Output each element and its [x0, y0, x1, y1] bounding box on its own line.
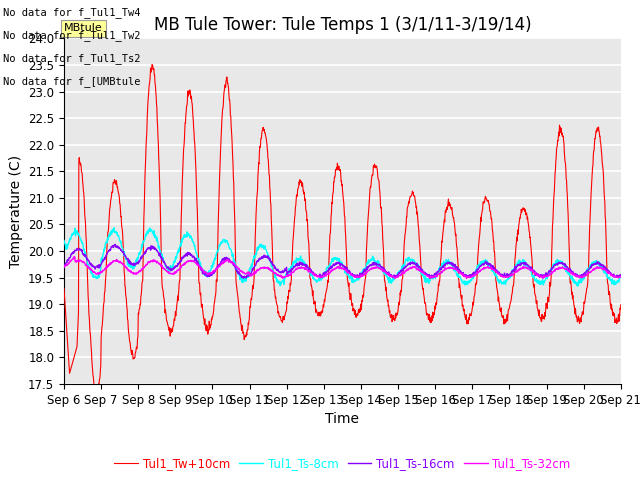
Tul1_Ts-32cm [104, 264, 111, 269]
Tul1_Ts-32cm [308, 270, 316, 276]
Tul1_Ts-32cm [617, 274, 625, 279]
Tul1_Ts-8cm [378, 265, 385, 271]
Y-axis label: Temperature (C): Temperature (C) [8, 155, 22, 268]
Tul1_Ts-8cm [110, 225, 118, 230]
Text: No data for f_[UMBtule: No data for f_[UMBtule [3, 76, 141, 87]
Text: No data for f_Tul1_Tw4: No data for f_Tul1_Tw4 [3, 7, 141, 18]
Tul1_Tw+10cm [297, 179, 305, 184]
Tul1_Ts-8cm [617, 272, 625, 277]
Tul1_Ts-32cm [318, 275, 326, 280]
Tul1_Ts-32cm [70, 254, 78, 260]
Tul1_Tw+10cm [319, 309, 326, 315]
Tul1_Tw+10cm [308, 293, 316, 299]
Tul1_Ts-32cm [126, 269, 134, 275]
Title: MB Tule Tower: Tule Temps 1 (3/1/11-3/19/14): MB Tule Tower: Tule Temps 1 (3/1/11-3/19… [154, 16, 531, 34]
Tul1_Tw+10cm [617, 302, 625, 308]
Tul1_Ts-16cm [239, 276, 247, 281]
Line: Tul1_Ts-32cm: Tul1_Ts-32cm [64, 257, 621, 278]
Line: Tul1_Ts-8cm: Tul1_Ts-8cm [64, 228, 621, 286]
Tul1_Ts-32cm [426, 276, 434, 281]
Tul1_Ts-16cm [60, 263, 68, 268]
Tul1_Ts-8cm [126, 264, 134, 269]
Tul1_Ts-16cm [297, 261, 305, 266]
Tul1_Tw+10cm [92, 393, 100, 399]
Tul1_Ts-8cm [103, 240, 111, 246]
Tul1_Ts-16cm [126, 259, 134, 264]
X-axis label: Time: Time [325, 412, 360, 426]
Tul1_Tw+10cm [378, 211, 385, 217]
Tul1_Ts-16cm [308, 269, 316, 275]
Tul1_Ts-16cm [378, 265, 385, 271]
Tul1_Ts-32cm [60, 264, 68, 270]
Tul1_Tw+10cm [60, 286, 68, 291]
Tul1_Ts-16cm [111, 241, 119, 247]
Line: Tul1_Tw+10cm: Tul1_Tw+10cm [64, 65, 621, 396]
Tul1_Ts-16cm [103, 251, 111, 257]
Tul1_Ts-16cm [617, 272, 625, 278]
Tul1_Ts-8cm [574, 283, 582, 289]
Line: Tul1_Ts-16cm: Tul1_Ts-16cm [64, 244, 621, 278]
Legend: Tul1_Tw+10cm, Tul1_Ts-8cm, Tul1_Ts-16cm, Tul1_Ts-32cm: Tul1_Tw+10cm, Tul1_Ts-8cm, Tul1_Ts-16cm,… [109, 453, 575, 475]
Tul1_Ts-16cm [319, 272, 326, 278]
Tul1_Ts-8cm [60, 238, 68, 243]
Tul1_Ts-8cm [308, 273, 316, 278]
Tul1_Ts-8cm [318, 276, 326, 281]
Tul1_Ts-32cm [378, 267, 385, 273]
Tul1_Tw+10cm [126, 339, 134, 345]
Text: No data for f_Tul1_Tw2: No data for f_Tul1_Tw2 [3, 30, 141, 41]
Tul1_Ts-8cm [297, 253, 305, 259]
Tul1_Ts-32cm [297, 265, 305, 271]
Text: No data for f_Tul1_Ts2: No data for f_Tul1_Ts2 [3, 53, 141, 64]
Tul1_Tw+10cm [148, 62, 156, 68]
Tul1_Tw+10cm [104, 237, 111, 243]
Text: MBtule: MBtule [64, 24, 103, 34]
